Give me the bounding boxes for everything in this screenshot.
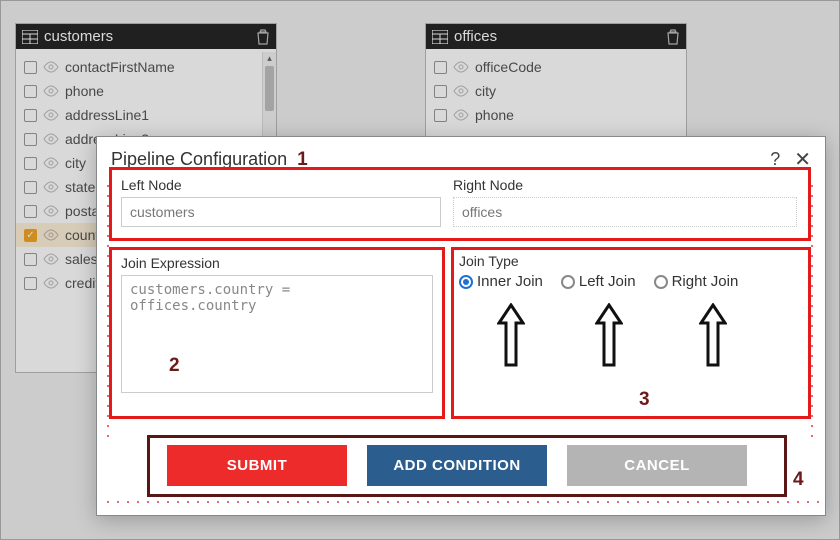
radio-right-join[interactable]: Right Join xyxy=(654,273,739,290)
radio-label: Right Join xyxy=(672,273,739,290)
radio-icon xyxy=(654,275,668,289)
annotation-2: 2 xyxy=(169,355,180,377)
join-type-label: Join Type xyxy=(459,253,805,269)
up-arrow-icon xyxy=(699,303,727,369)
submit-button[interactable]: SUBMIT xyxy=(167,445,347,486)
up-arrow-icon xyxy=(497,303,525,369)
left-node-input[interactable] xyxy=(121,197,441,227)
join-expression-label: Join Expression xyxy=(121,255,433,271)
add-condition-button[interactable]: ADD CONDITION xyxy=(367,445,547,486)
radio-icon xyxy=(459,275,473,289)
radio-icon xyxy=(561,275,575,289)
radio-left-join[interactable]: Left Join xyxy=(561,273,636,290)
cancel-button[interactable]: CANCEL xyxy=(567,445,747,486)
right-node-label: Right Node xyxy=(453,177,797,193)
join-expression-input[interactable] xyxy=(121,275,433,393)
up-arrow-icon xyxy=(595,303,623,369)
radio-label: Left Join xyxy=(579,273,636,290)
annotation-3: 3 xyxy=(639,389,650,411)
radio-inner-join[interactable]: Inner Join xyxy=(459,273,543,290)
annotation-4: 4 xyxy=(793,469,804,491)
radio-label: Inner Join xyxy=(477,273,543,290)
left-node-label: Left Node xyxy=(121,177,441,193)
right-node-input[interactable] xyxy=(453,197,797,227)
decorative-dots xyxy=(103,497,819,509)
pipeline-config-modal: Pipeline Configuration 1 ? ✕ Left Node R… xyxy=(96,136,826,516)
